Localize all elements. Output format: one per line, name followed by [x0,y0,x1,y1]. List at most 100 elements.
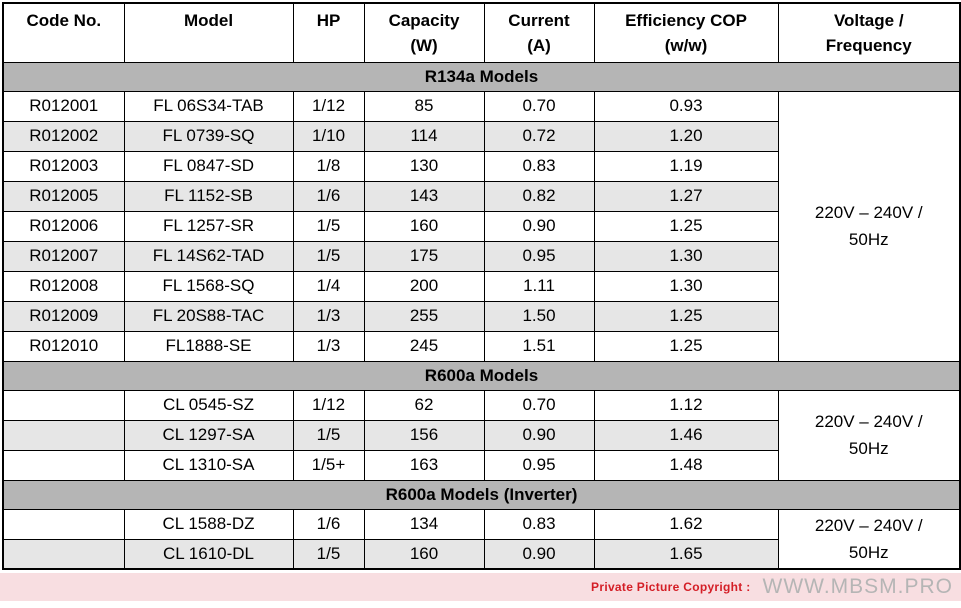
cell-current: 0.72 [483,120,595,152]
cell-hp: 1/3 [292,330,365,362]
cell-cop: 1.27 [593,180,779,212]
cell-hp: 1/5 [292,210,365,242]
section-title: R600a Models [2,360,961,391]
col-header-model: Model [123,2,294,63]
cell-code: R012006 [2,210,125,242]
col-header-cop: Efficiency COP (w/w) [593,2,779,63]
section-title: R134a Models [2,61,961,92]
voltage-cell-r134a: 220V – 240V /50Hz [777,90,961,362]
cell-model: FL 0739-SQ [123,120,294,152]
cell-current: 0.83 [483,508,595,540]
cell-model: FL1888-SE [123,330,294,362]
cell-hp: 1/3 [292,300,365,332]
section-bar-r600a: R600a Models [2,360,961,391]
section-title: R600a Models (Inverter) [2,479,961,510]
cell-code [2,538,125,570]
cell-model: CL 1297-SA [123,419,294,451]
cell-model: FL 06S34-TAB [123,90,294,122]
cell-code: R012005 [2,180,125,212]
cell-code: R012001 [2,90,125,122]
cell-model: CL 0545-SZ [123,389,294,421]
cell-hp: 1/6 [292,180,365,212]
col-header-code: Code No. [2,2,125,63]
table-row: R012007 FL 14S62-TAD 1/5 175 0.95 1.30 [2,240,960,272]
cell-hp: 1/4 [292,270,365,302]
cell-cop: 1.19 [593,150,779,182]
cell-cop: 1.25 [593,330,779,362]
cell-code [2,508,125,540]
table-row: R012005 FL 1152-SB 1/6 143 0.82 1.27 [2,180,960,212]
cell-capacity: 130 [363,150,485,182]
cell-current: 0.83 [483,150,595,182]
cell-capacity: 160 [363,538,485,570]
cell-code: R012008 [2,270,125,302]
cell-cop: 1.62 [593,508,779,540]
cell-current: 1.50 [483,300,595,332]
cell-hp: 1/8 [292,150,365,182]
cell-capacity: 200 [363,270,485,302]
cell-model: FL 0847-SD [123,150,294,182]
cell-model: FL 14S62-TAD [123,240,294,272]
cell-capacity: 85 [363,90,485,122]
compressor-spec-table: Code No. Model HP Capacity (W) Current (A)… [2,2,961,570]
cell-hp: 1/5 [292,240,365,272]
watermark-site-text: WWW.MBSM.PRO [762,575,953,598]
table-row: R012006 FL 1257-SR 1/5 160 0.90 1.25 [2,210,960,242]
cell-hp: 1/12 [292,389,365,421]
cell-model: FL 1568-SQ [123,270,294,302]
cell-capacity: 134 [363,508,485,540]
cell-code [2,389,125,421]
cell-current: 0.82 [483,180,595,212]
cell-current: 1.11 [483,270,595,302]
cell-cop: 0.93 [593,90,779,122]
cell-current: 0.90 [483,210,595,242]
cell-hp: 1/10 [292,120,365,152]
cell-model: FL 1152-SB [123,180,294,212]
cell-code: R012009 [2,300,125,332]
cell-current: 1.51 [483,330,595,362]
cell-code: R012002 [2,120,125,152]
cell-hp: 1/5+ [292,449,365,481]
cell-code [2,449,125,481]
table-row: R012001 FL 06S34-TAB 1/12 85 0.70 0.93 2… [2,90,961,362]
cell-current: 0.95 [483,240,595,272]
section-bar-r134a: R134a Models [2,61,961,92]
copyright-label: Private Picture Copyright : [591,580,751,594]
cell-capacity: 156 [363,419,485,451]
table-row: CL 0545-SZ 1/12 62 0.70 1.12 220V – 240V… [2,389,961,481]
table-row: R012003 FL 0847-SD 1/8 130 0.83 1.19 [2,150,960,182]
table-row: R012002 FL 0739-SQ 1/10 114 0.72 1.20 [2,120,960,152]
cell-capacity: 245 [363,330,485,362]
cell-model: CL 1610-DL [123,538,294,570]
table-row: R012008 FL 1568-SQ 1/4 200 1.11 1.30 [2,270,960,302]
copyright-footer: Private Picture Copyright : WWW.MBSM.PRO [0,573,961,601]
cell-hp: 1/5 [292,419,365,451]
cell-capacity: 255 [363,300,485,332]
cell-code: R012003 [2,150,125,182]
cell-model: CL 1588-DZ [123,508,294,540]
col-header-capacity: Capacity (W) [363,2,485,63]
table-row: R012009 FL 20S88-TAC 1/3 255 1.50 1.25 [2,300,960,332]
cell-cop: 1.65 [593,538,779,570]
cell-capacity: 160 [363,210,485,242]
col-header-hp: HP [292,2,365,63]
cell-capacity: 62 [363,389,485,421]
cell-cop: 1.12 [593,389,779,421]
cell-cop: 1.30 [593,240,779,272]
voltage-cell-r600a-inverter: 220V – 240V /50Hz [777,508,961,570]
cell-cop: 1.48 [593,449,779,481]
cell-hp: 1/12 [292,90,365,122]
voltage-cell-r600a: 220V – 240V /50Hz [777,389,961,481]
cell-cop: 1.30 [593,270,779,302]
cell-capacity: 114 [363,120,485,152]
cell-current: 0.90 [483,538,595,570]
cell-cop: 1.46 [593,419,779,451]
cell-capacity: 143 [363,180,485,212]
col-header-current: Current (A) [483,2,595,63]
cell-cop: 1.20 [593,120,779,152]
cell-model: FL 1257-SR [123,210,294,242]
cell-cop: 1.25 [593,210,779,242]
cell-capacity: 175 [363,240,485,272]
cell-hp: 1/5 [292,538,365,570]
cell-capacity: 163 [363,449,485,481]
